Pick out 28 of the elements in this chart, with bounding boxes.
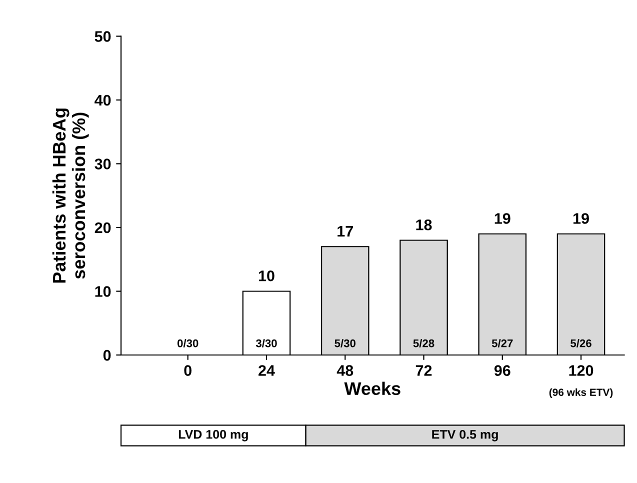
data-label: 19 <box>573 213 589 224</box>
text: LVD 100 mg <box>178 430 248 442</box>
y-tick-label: 0 <box>103 350 111 361</box>
annotation: 5/28 <box>413 339 434 348</box>
annotation: 5/26 <box>570 339 592 348</box>
x-tick-label: 72 <box>416 365 432 376</box>
annotation: 5/27 <box>492 339 513 348</box>
x-tick-label: 120 <box>569 365 594 376</box>
y-tick-label: 10 <box>95 286 111 297</box>
x-axis-title: Weeks <box>344 382 400 396</box>
data-label: 17 <box>338 226 353 237</box>
x-tick-label: 0 <box>184 365 192 376</box>
y-tick-label: 40 <box>94 94 111 106</box>
y-axis-title: Patients with HBeAg seroconversion (%) <box>52 108 89 283</box>
data-label: 19 <box>494 213 510 224</box>
text: ETV 0.5 mg <box>432 430 498 442</box>
text: (96 wks ETV) <box>549 388 613 398</box>
y-tick-label: 30 <box>94 158 111 170</box>
annotation: 5/30 <box>334 339 356 348</box>
annotation: 0/30 <box>177 339 198 348</box>
y-tick-label: 20 <box>94 222 111 234</box>
data-label: 10 <box>258 270 274 282</box>
x-tick-label: 48 <box>336 365 354 376</box>
data-label: 18 <box>416 219 432 230</box>
annotation: 3/30 <box>256 339 277 348</box>
y-tick-label: 50 <box>94 31 111 42</box>
x-tick-label: 24 <box>258 365 275 376</box>
x-tick-label: 96 <box>494 365 510 376</box>
